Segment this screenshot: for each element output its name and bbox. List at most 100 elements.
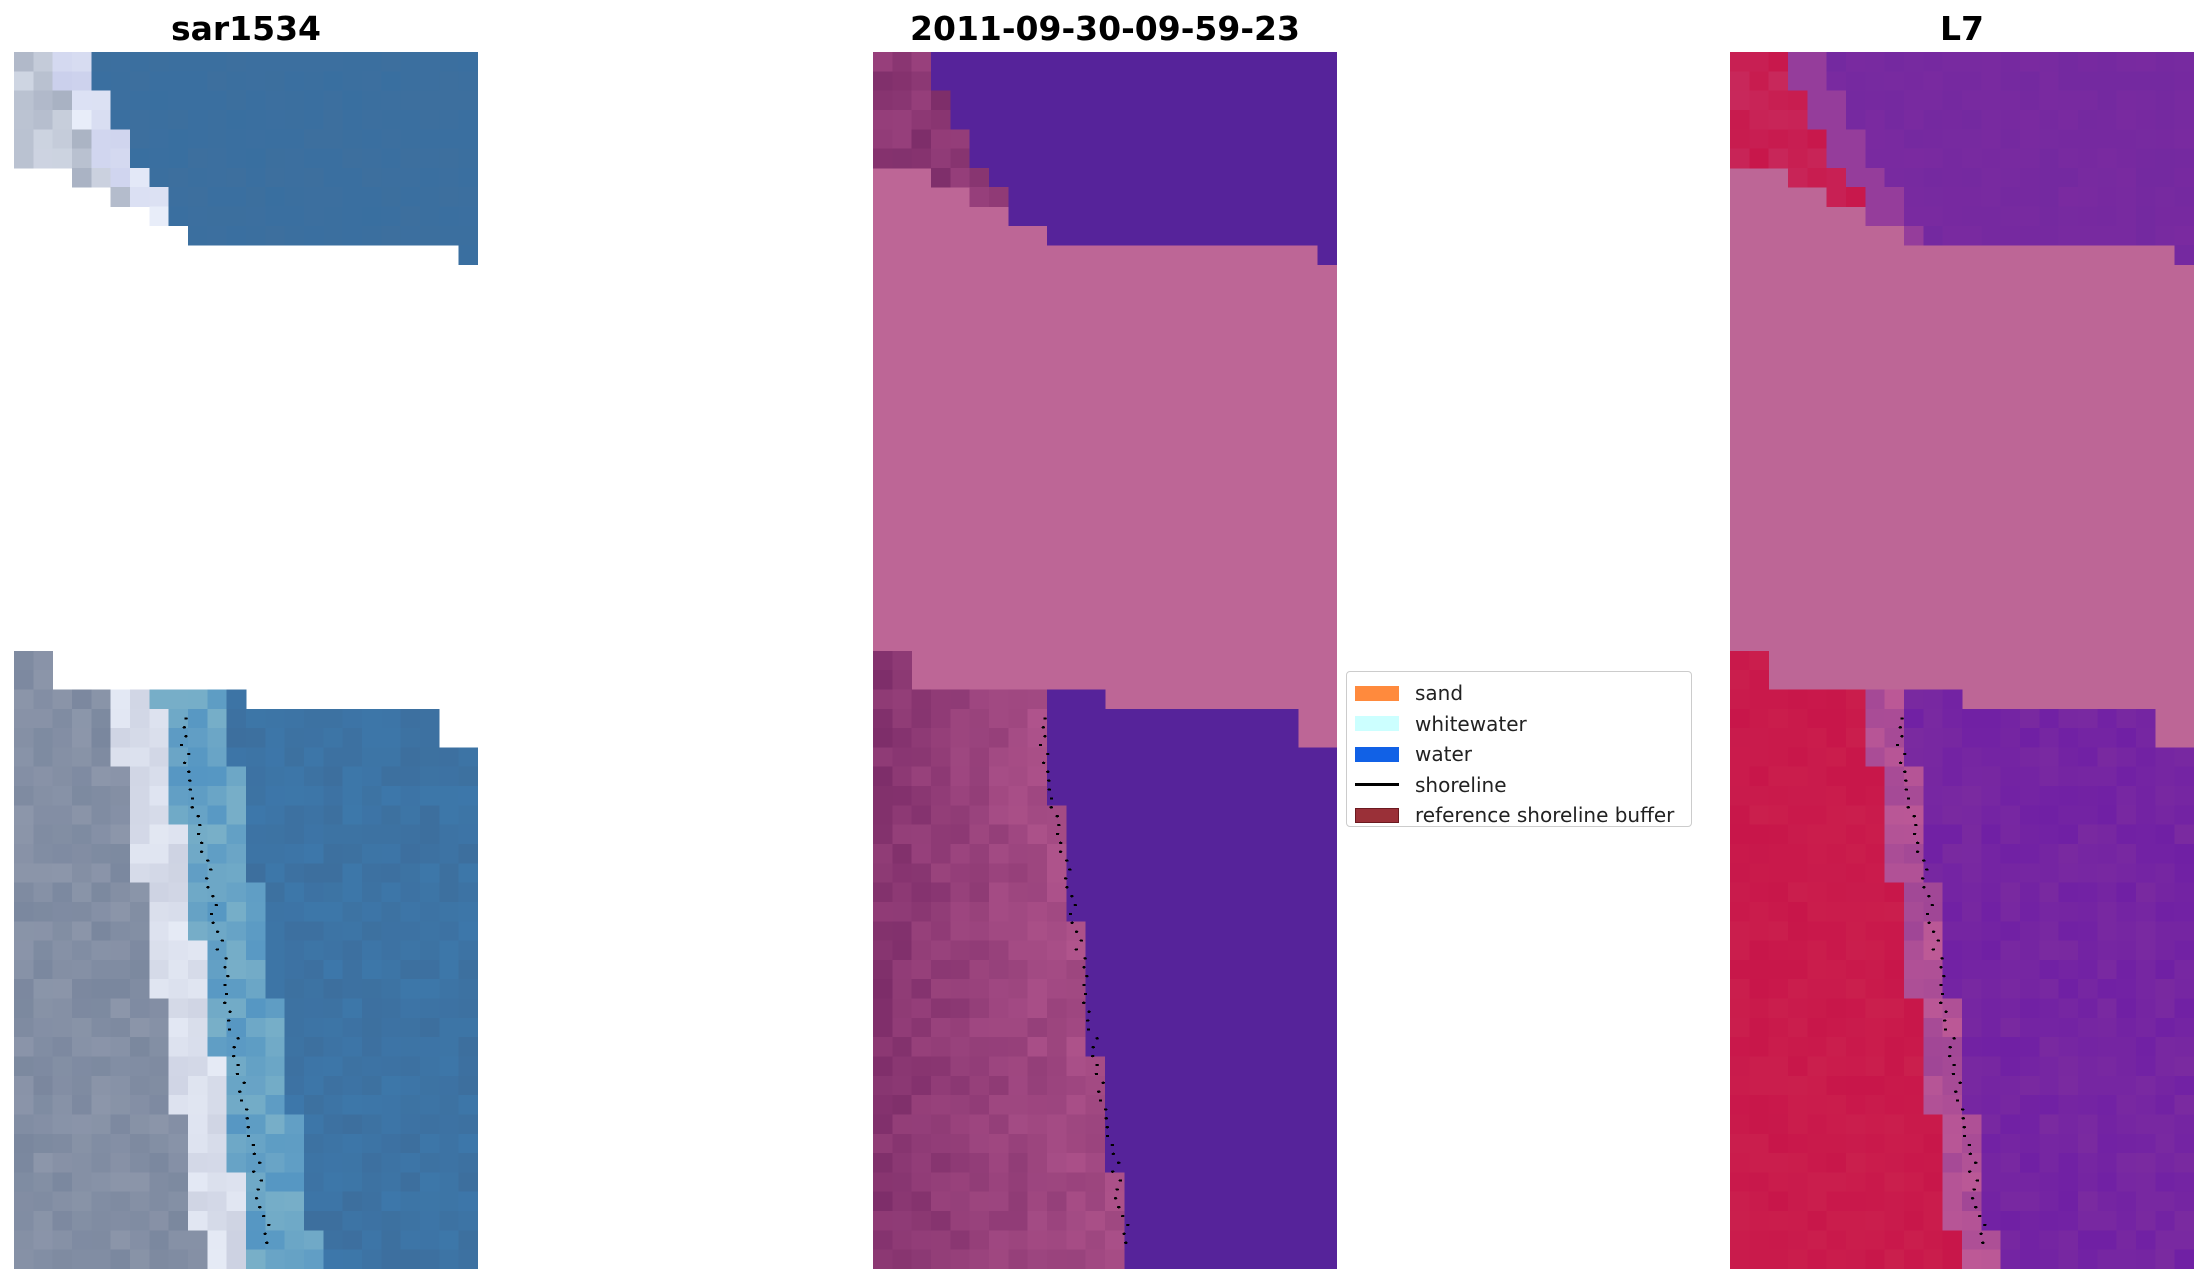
- image-pixel: [1240, 863, 1261, 884]
- image-pixel: [72, 708, 92, 729]
- image-pixel: [1749, 1095, 1770, 1115]
- image-pixel: [1124, 1056, 1145, 1077]
- image-pixel: [1085, 167, 1106, 188]
- image-pixel: [2039, 52, 2060, 72]
- image-pixel: [52, 1037, 73, 1057]
- image-pixel: [1923, 1017, 1944, 1038]
- image-pixel: [1904, 766, 1924, 787]
- image-pixel: [1981, 747, 2002, 768]
- image-pixel: [52, 766, 73, 787]
- image-pixel: [1730, 747, 1750, 768]
- image-pixel: [130, 52, 150, 72]
- image-pixel: [2078, 1095, 2098, 1115]
- image-pixel: [1846, 901, 1866, 922]
- image-pixel: [2174, 1172, 2194, 1193]
- image-pixel: [931, 1095, 951, 1115]
- image-pixel: [2020, 1230, 2040, 1251]
- shoreline-point: [1098, 1099, 1103, 1102]
- image-pixel: [1279, 52, 1299, 72]
- shoreline-point: [1058, 850, 1063, 853]
- image-pixel: [420, 747, 440, 768]
- shoreline-point: [1094, 1072, 1099, 1076]
- image-pixel: [72, 1230, 92, 1251]
- image-pixel: [110, 187, 131, 207]
- image-pixel: [246, 766, 266, 787]
- image-pixel: [1047, 766, 1067, 787]
- image-pixel: [1163, 167, 1183, 188]
- image-pixel: [2136, 805, 2156, 826]
- image-pixel: [188, 747, 208, 768]
- image-pixel: [2020, 940, 2040, 961]
- image-pixel: [1008, 206, 1029, 227]
- image-pixel: [1846, 1230, 1866, 1251]
- image-pixel: [1749, 824, 1770, 845]
- image-pixel: [149, 52, 170, 72]
- image-pixel: [1085, 728, 1106, 748]
- image-pixel: [1962, 728, 1982, 748]
- image-pixel: [265, 979, 286, 999]
- image-pixel: [2000, 959, 2021, 980]
- image-pixel: [1788, 1095, 1808, 1115]
- shoreline-point: [1898, 761, 1903, 765]
- image-pixel: [72, 1249, 92, 1269]
- image-pixel: [342, 921, 363, 941]
- image-pixel: [2136, 766, 2156, 787]
- image-pixel: [2116, 844, 2137, 864]
- image-pixel: [1105, 109, 1125, 130]
- image-pixel: [110, 863, 131, 884]
- shoreline-point: [1063, 877, 1068, 880]
- image-pixel: [911, 998, 932, 1019]
- image-pixel: [2058, 1017, 2079, 1038]
- image-pixel: [1923, 1114, 1944, 1135]
- image-pixel: [2116, 940, 2137, 961]
- image-pixel: [381, 187, 402, 207]
- image-pixel: [2058, 206, 2079, 227]
- image-pixel: [2174, 805, 2194, 826]
- image-pixel: [873, 1230, 893, 1251]
- image-pixel: [168, 1095, 189, 1115]
- image-pixel: [72, 824, 92, 845]
- image-pixel: [1807, 824, 1828, 845]
- image-pixel: [1008, 1191, 1029, 1212]
- image-pixel: [1124, 1075, 1145, 1096]
- image-pixel: [381, 959, 402, 980]
- image-pixel: [342, 206, 363, 227]
- image-pixel: [1124, 1153, 1145, 1173]
- image-pixel: [2039, 998, 2060, 1019]
- image-pixel: [1221, 1230, 1241, 1251]
- image-pixel: [1904, 129, 1924, 149]
- image-pixel: [1124, 167, 1145, 188]
- image-pixel: [1298, 206, 1319, 227]
- image-pixel: [2116, 921, 2137, 941]
- image-pixel: [1279, 187, 1299, 207]
- image-pixel: [110, 52, 131, 72]
- image-pixel: [1826, 766, 1847, 787]
- image-pixel: [72, 1133, 92, 1154]
- image-pixel: [284, 921, 305, 941]
- image-pixel: [2039, 1075, 2060, 1096]
- image-pixel: [400, 805, 421, 826]
- image-pixel: [1047, 708, 1067, 729]
- image-pixel: [950, 109, 971, 130]
- image-pixel: [1962, 863, 1982, 884]
- image-pixel: [168, 1133, 189, 1154]
- image-pixel: [1201, 1114, 1222, 1135]
- image-pixel: [342, 1191, 363, 1212]
- image-pixel: [2020, 998, 2040, 1019]
- image-pixel: [265, 747, 286, 768]
- image-pixel: [2000, 786, 2021, 806]
- image-pixel: [1923, 206, 1944, 227]
- image-pixel: [323, 148, 344, 169]
- image-pixel: [323, 1191, 344, 1212]
- image-pixel: [1846, 187, 1866, 207]
- image-pixel: [420, 863, 440, 884]
- image-pixel: [1962, 747, 1982, 768]
- legend-item-reference-buffer: reference shoreline buffer: [1355, 800, 1683, 831]
- image-pixel: [400, 747, 421, 768]
- image-pixel: [1904, 979, 1924, 999]
- image-pixel: [2000, 225, 2021, 246]
- image-pixel: [1904, 882, 1924, 903]
- image-pixel: [1163, 1095, 1183, 1115]
- image-pixel: [226, 1075, 247, 1096]
- image-pixel: [207, 167, 228, 188]
